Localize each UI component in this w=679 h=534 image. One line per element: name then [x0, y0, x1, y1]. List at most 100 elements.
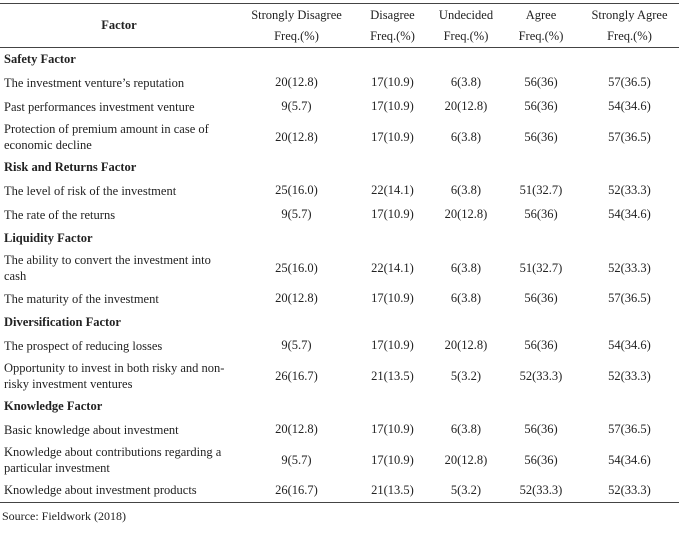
- value-cell: 56(36): [524, 75, 558, 89]
- data-row: The rate of the returns 9(5.7) 17(10.9) 20(…: [0, 203, 679, 227]
- value-cell: 17(10.9): [371, 75, 414, 89]
- column-label: Undecided: [438, 7, 494, 22]
- data-row: Opportunity to invest in both risky and …: [0, 358, 679, 395]
- value-cell: 17(10.9): [371, 422, 414, 436]
- value-cell: 20(12.8): [444, 207, 488, 221]
- value-cell: 17(10.9): [371, 99, 414, 113]
- value-cell: 22(14.1): [371, 183, 414, 197]
- value-cell: 9(5.7): [281, 207, 312, 221]
- factor-cell: Basic knowledge about investment: [4, 422, 179, 437]
- value-cell: 6(3.8): [450, 75, 482, 89]
- data-row: Protection of premium amount in case of …: [0, 119, 679, 156]
- value-cell: 54(34.6): [608, 99, 651, 113]
- value-cell: 17(10.9): [371, 291, 414, 305]
- data-row: The prospect of reducing losses 9(5.7) 17(…: [0, 334, 679, 358]
- value-cell: 57(36.5): [608, 129, 651, 144]
- data-row: Knowledge about contributions regarding …: [0, 442, 679, 479]
- data-row: The investment venture’s reputation 20(12…: [0, 71, 679, 95]
- factor-cell: Past performances investment venture: [4, 99, 195, 114]
- header-cell: Disagree Freq.(%): [355, 4, 430, 48]
- value-cell: 56(36): [524, 452, 558, 467]
- value-cell: 56(36): [524, 99, 558, 113]
- factor-cell: Opportunity to invest in both risky and …: [4, 361, 225, 391]
- column-sub-label: Freq.(%): [518, 28, 564, 43]
- factor-cell: Knowledge about investment products: [4, 483, 197, 498]
- column-label: Agree: [525, 7, 557, 22]
- section-row: Risk and Returns Factor: [0, 156, 679, 179]
- section-title: Safety Factor: [4, 51, 76, 66]
- value-cell: 52(33.3): [608, 260, 651, 275]
- data-row: Basic knowledge about investment 20(12.8)…: [0, 418, 679, 442]
- value-cell: 17(10.9): [371, 452, 414, 467]
- value-cell: 57(36.5): [608, 422, 651, 436]
- value-cell: 17(10.9): [371, 207, 414, 221]
- value-cell: 20(12.8): [275, 422, 318, 436]
- header-cell: Factor: [101, 18, 137, 32]
- section-title: Diversification Factor: [4, 314, 121, 329]
- value-cell: 25(16.0): [275, 260, 318, 275]
- data-row: Past performances investment venture 9(5.…: [0, 95, 679, 119]
- value-cell: 6(3.8): [450, 183, 482, 197]
- source-note: Source: Fieldwork (2018): [2, 509, 126, 523]
- value-cell: 56(36): [524, 422, 558, 436]
- value-cell: 52(33.3): [608, 482, 651, 497]
- header-row: Factor Strongly Disagree Freq.(%) Disagree…: [0, 3, 679, 48]
- value-cell: 17(10.9): [371, 338, 414, 352]
- value-cell: 20(12.8): [444, 338, 488, 352]
- value-cell: 17(10.9): [371, 129, 414, 144]
- value-cell: 20(12.8): [275, 129, 318, 144]
- section-row: Knowledge Factor: [0, 395, 679, 418]
- header-cell: Agree Freq.(%): [502, 4, 580, 48]
- column-label: Strongly Disagree: [251, 7, 342, 22]
- value-cell: 20(12.8): [444, 452, 488, 467]
- value-cell: 6(3.8): [450, 422, 482, 436]
- value-cell: 21(13.5): [371, 482, 414, 497]
- section-title: Knowledge Factor: [4, 398, 103, 413]
- value-cell: 9(5.7): [281, 338, 312, 352]
- factor-cell: The investment venture’s reputation: [4, 75, 185, 90]
- value-cell: 22(14.1): [371, 260, 414, 275]
- value-cell: 6(3.8): [450, 291, 482, 305]
- header-cell: Strongly Disagree Freq.(%): [238, 4, 355, 48]
- value-cell: 51(32.7): [519, 260, 563, 275]
- value-cell: 52(33.3): [608, 368, 651, 383]
- page: {"table": { "header": {"factor": "Factor…: [0, 3, 679, 534]
- value-cell: 26(16.7): [275, 368, 318, 383]
- value-cell: 9(5.7): [281, 452, 312, 467]
- factor-cell: The level of risk of the investment: [4, 183, 177, 198]
- column-sub-label: Freq.(%): [370, 28, 415, 43]
- value-cell: 57(36.5): [608, 291, 651, 305]
- data-row: The level of risk of the investment 25(16…: [0, 179, 679, 203]
- value-cell: 20(12.8): [275, 75, 318, 89]
- table-header: Factor Strongly Disagree Freq.(%) Disagree…: [0, 3, 679, 48]
- value-cell: 56(36): [524, 291, 558, 305]
- column-sub-label: Freq.(%): [607, 28, 652, 43]
- section-title: Risk and Returns Factor: [4, 159, 137, 174]
- value-cell: 25(16.0): [275, 183, 318, 197]
- value-cell: 51(32.7): [519, 183, 563, 197]
- value-cell: 57(36.5): [608, 75, 651, 89]
- section-title: Liquidity Factor: [4, 230, 93, 245]
- factor-cell: The maturity of the investment: [4, 291, 159, 306]
- value-cell: 52(33.3): [519, 482, 563, 497]
- factor-cell: The prospect of reducing losses: [4, 338, 163, 353]
- data-row: The maturity of the investment 20(12.8) 17…: [0, 287, 679, 311]
- value-cell: 5(3.2): [450, 368, 482, 383]
- section-row: Liquidity Factor: [0, 227, 679, 250]
- header-cell: Undecided Freq.(%): [430, 4, 502, 48]
- value-cell: 20(12.8): [275, 291, 318, 305]
- value-cell: 52(33.3): [608, 183, 651, 197]
- value-cell: 54(34.6): [608, 452, 651, 467]
- column-label: Disagree: [370, 7, 415, 22]
- value-cell: 26(16.7): [275, 482, 318, 497]
- value-cell: 54(34.6): [608, 338, 651, 352]
- value-cell: 20(12.8): [444, 99, 488, 113]
- factor-cell: The ability to convert the investment in…: [4, 253, 211, 283]
- factor-cell: Protection of premium amount in case of …: [4, 122, 209, 152]
- value-cell: 56(36): [524, 338, 558, 352]
- column-sub-label: Freq.(%): [274, 28, 319, 43]
- header-cell: Strongly Agree Freq.(%): [580, 4, 679, 48]
- factor-cell: Knowledge about contributions regarding …: [4, 445, 222, 475]
- data-row: The ability to convert the investment in…: [0, 250, 679, 287]
- table-body: Safety Factor The investment venture’s re…: [0, 48, 679, 503]
